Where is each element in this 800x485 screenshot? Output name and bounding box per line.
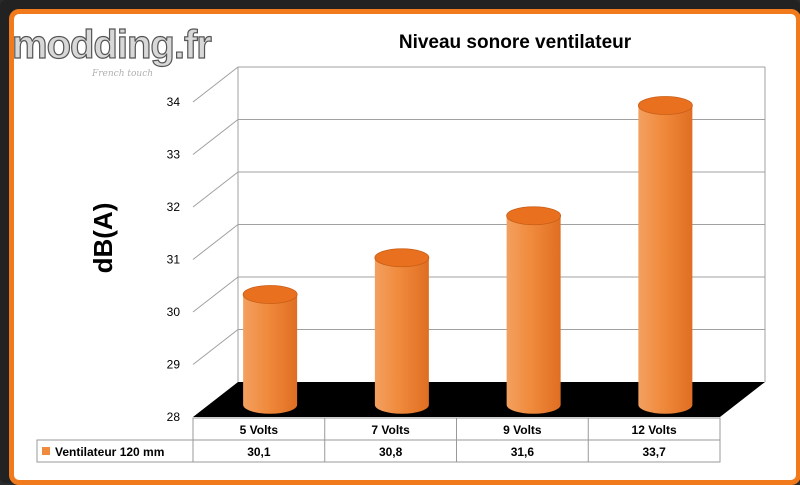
y-tick-label: 30 (167, 305, 181, 319)
x-category-label: 12 Volts (632, 423, 677, 437)
y-tick-label: 34 (167, 95, 181, 109)
y-tick-label: 28 (167, 410, 181, 424)
y-axis-ticks: 28 29 30 31 32 33 34 (167, 95, 181, 424)
chart-title: Niveau sonore ventilateur (399, 32, 632, 53)
bar-cylinder (374, 248, 430, 414)
y-tick-label: 29 (167, 358, 181, 372)
gridline-diagonal (192, 329, 239, 365)
floor (193, 382, 765, 417)
gridline-diagonal (192, 119, 239, 155)
gridline-diagonal (192, 171, 239, 208)
legend-swatch (42, 447, 50, 455)
bars (242, 96, 693, 414)
floor-slab (193, 382, 765, 417)
bar-body (506, 215, 561, 414)
data-label: 30,8 (379, 445, 403, 459)
data-label: 30,1 (247, 445, 271, 459)
logo: modding.fr French touch (11, 22, 212, 79)
data-table: 5 Volts 7 Volts 9 Volts 12 Volts 30,1 30,8 31,… (36, 417, 721, 463)
y-tick-label: 31 (167, 253, 181, 267)
bar-body (638, 105, 693, 414)
y-axis-label: dB(A) (88, 203, 118, 274)
table-data-row (36, 439, 721, 463)
bar-top (506, 206, 562, 226)
x-category-label: 5 Volts (240, 423, 279, 437)
logo-text: modding.fr (12, 23, 211, 67)
y-tick-label: 33 (167, 148, 181, 162)
bar-top (637, 96, 693, 115)
bar-cylinder (637, 96, 693, 414)
gridline-diagonal (192, 224, 239, 260)
data-label: 33,7 (642, 445, 666, 459)
y-tick-label: 32 (167, 200, 181, 214)
bar-top (242, 285, 298, 304)
data-label: 31,6 (511, 445, 535, 459)
bar-top (374, 248, 430, 268)
x-category-label: 9 Volts (503, 423, 542, 437)
legend-series-name: Ventilateur 120 mm (55, 445, 164, 459)
x-category-label: 7 Volts (371, 423, 410, 437)
bar-cylinder (242, 285, 298, 414)
gridline-diagonal (192, 66, 239, 103)
bar-body (374, 257, 429, 414)
bar-body (243, 294, 298, 414)
bar-cylinder (506, 206, 562, 414)
gridline-diagonal (192, 276, 239, 313)
logo-tagline: French touch (91, 69, 153, 79)
